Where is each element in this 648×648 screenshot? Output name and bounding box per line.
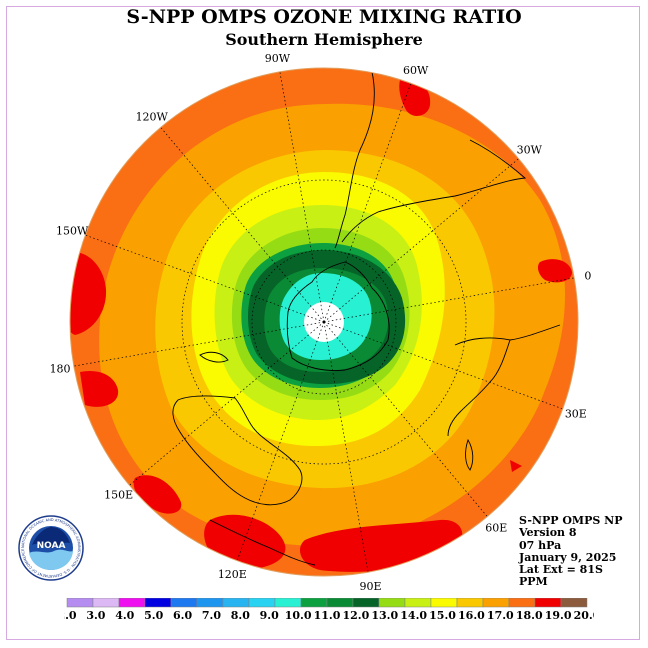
coast-africa xyxy=(447,324,561,437)
longitude-label: 180 xyxy=(50,363,71,376)
color-scale-cell xyxy=(222,598,250,608)
color-scale-cell xyxy=(248,598,276,608)
lat-circle-60s xyxy=(251,249,397,395)
color-scale-cell xyxy=(404,598,432,608)
longitude-label: 60E xyxy=(485,521,507,534)
color-scale-cell xyxy=(144,598,172,608)
color-scale-tick: 9.0 xyxy=(260,609,279,622)
color-scale-tick: 12.0 xyxy=(342,609,369,622)
color-scale-tick: 8.0 xyxy=(231,609,250,622)
color-scale-tick: 4.0 xyxy=(115,609,134,622)
color-scale-cell xyxy=(482,598,510,608)
info-instrument: S-NPP OMPS NP xyxy=(519,514,623,527)
map-title: S-NPP OMPS OZONE MIXING RATIO xyxy=(126,6,522,28)
color-scale-cell xyxy=(430,598,458,608)
color-scale-cell xyxy=(378,598,406,608)
color-scale-cell xyxy=(300,598,328,608)
product-info: S-NPP OMPS NP Version 8 07 hPa January 9… xyxy=(519,514,623,589)
color-scale-cell xyxy=(66,598,94,608)
ozone-field xyxy=(70,68,578,576)
color-scale-ticks: 2.0 3.0 4.0 5.0 6.0 7.0 8.0 9.0 10.011.012.013.0… xyxy=(64,609,594,622)
coast-australia xyxy=(172,395,303,506)
noaa-logo: NOAA NATIONAL OCEANIC AND ATMOSPHERIC AD… xyxy=(18,515,84,585)
color-scale-tick: 18.0 xyxy=(516,609,543,622)
longitude-label: 30E xyxy=(565,408,587,421)
color-scale-tick: 2.0 xyxy=(64,609,77,622)
color-scale-cell xyxy=(352,598,380,608)
longitude-label: 150E xyxy=(104,488,133,501)
color-scale-tick: 11.0 xyxy=(314,609,341,622)
color-scale-cell xyxy=(508,598,536,608)
info-date: January 9, 2025 xyxy=(519,550,617,564)
color-scale-tick: 6.0 xyxy=(173,609,192,622)
image-frame xyxy=(6,6,640,640)
coast-new-zealand xyxy=(199,351,229,363)
longitude-label: 60W xyxy=(403,64,429,77)
longitude-label: 120E xyxy=(218,568,247,581)
color-scale-cell xyxy=(456,598,484,608)
color-scale-cell xyxy=(92,598,120,608)
color-scale-cell xyxy=(326,598,354,608)
color-scale-cell xyxy=(534,598,562,608)
color-scale-tick: 7.0 xyxy=(202,609,221,622)
longitude-labels: 0 30W 60W 90W 120W 150W 180 150E 120E 90E 60E 30E xyxy=(50,52,592,593)
map-border xyxy=(69,67,579,577)
lat-circle-30s xyxy=(181,179,467,465)
info-level: 07 hPa xyxy=(519,538,562,552)
max-red-180 xyxy=(80,370,119,407)
coastlines xyxy=(172,71,561,566)
color-scale-tick: 3.0 xyxy=(86,609,105,622)
max-red-60w xyxy=(399,79,431,116)
longitude-label: 30W xyxy=(517,144,543,157)
color-scale-cell xyxy=(274,598,302,608)
color-scale-cell xyxy=(196,598,224,608)
longitude-label: 90E xyxy=(360,580,382,593)
info-version: Version 8 xyxy=(519,526,577,540)
color-scale-tick: 16.0 xyxy=(458,609,485,622)
longitude-label: 90W xyxy=(265,52,291,65)
longitude-label: 120W xyxy=(136,111,169,124)
coast-madagascar xyxy=(465,438,474,471)
longitude-label: 0 xyxy=(584,269,591,282)
color-scale-tick: 14.0 xyxy=(400,609,427,622)
color-scale-tick: 5.0 xyxy=(144,609,163,622)
color-scale-tick: 17.0 xyxy=(487,609,514,622)
coast-antarctica xyxy=(286,261,390,371)
south-pole-dot xyxy=(322,320,326,324)
longitude-label: 150W xyxy=(56,224,89,237)
graticule xyxy=(73,71,575,573)
max-red-30e xyxy=(510,460,522,472)
color-scale-tick: 19.0 xyxy=(545,609,572,622)
color-scale-cell xyxy=(560,598,588,608)
color-scale-tick: 10.0 xyxy=(285,609,312,622)
color-scale-tick: 13.0 xyxy=(371,609,398,622)
info-lat-ext: Lat Ext = 81S xyxy=(519,563,603,577)
coast-indonesia xyxy=(209,519,316,566)
coast-south-america-west xyxy=(334,71,375,249)
color-scale-bar: 2.0 3.0 4.0 5.0 6.0 7.0 8.0 9.0 10.011.012.013.0… xyxy=(64,598,594,622)
info-units: PPM xyxy=(519,575,548,589)
color-scale-cell xyxy=(118,598,146,608)
map-subtitle: Southern Hemisphere xyxy=(225,30,423,49)
color-scale-tick: 20.0 xyxy=(574,609,594,622)
color-scale-cells xyxy=(66,598,588,608)
color-scale-cell xyxy=(170,598,198,608)
coast-south-america-east xyxy=(341,139,527,243)
max-red-150e xyxy=(133,475,182,514)
noaa-logo-text: NOAA xyxy=(37,541,66,551)
max-red-0 xyxy=(537,259,572,283)
color-scale-tick: 15.0 xyxy=(429,609,456,622)
